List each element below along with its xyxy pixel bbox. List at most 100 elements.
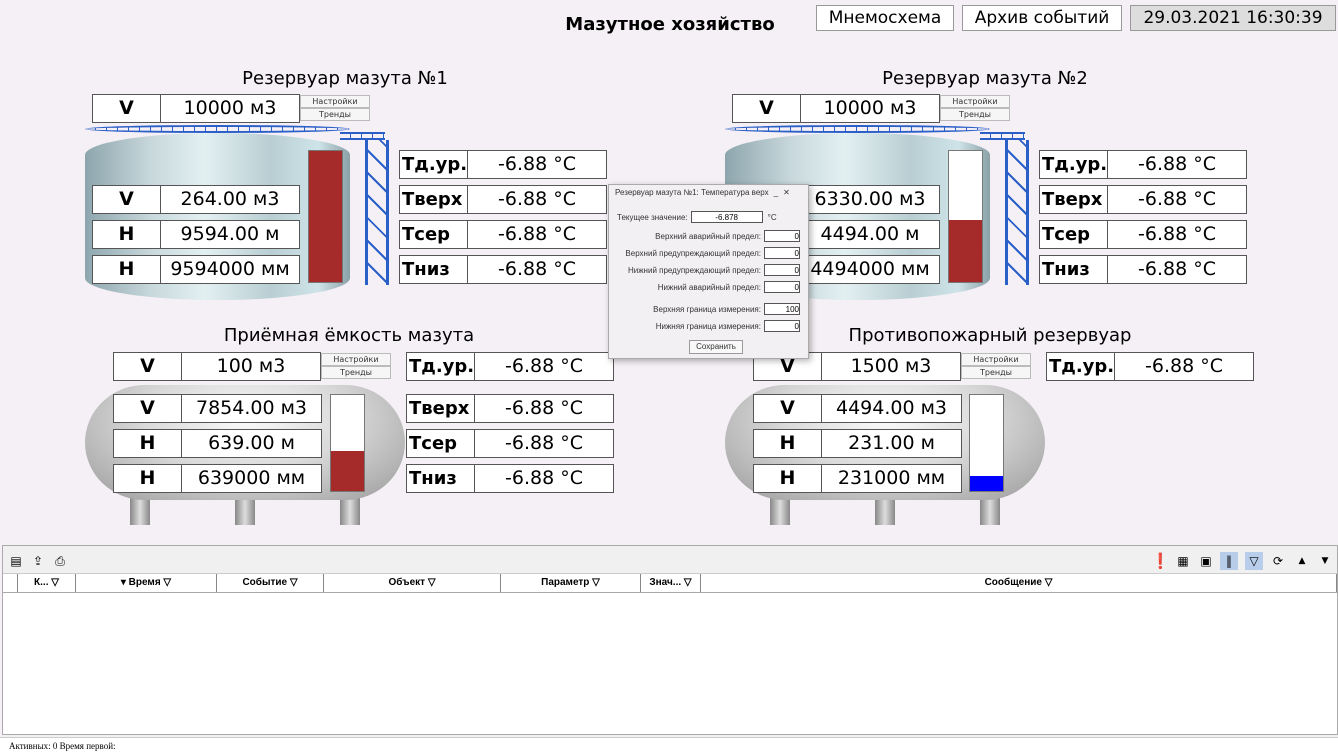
temperature-row: Тверх -6.88 °C	[1039, 185, 1247, 214]
dialog-title: Резервуар мазута №1: Температура верх	[615, 188, 769, 197]
measure-row: H 231.00 м	[753, 429, 962, 458]
row-label: Тверх	[400, 186, 468, 213]
row-label: V	[114, 395, 182, 422]
trends-button[interactable]: Тренды	[300, 108, 370, 121]
measure-row: H 231000 мм	[753, 464, 962, 493]
row-label: Тд.ур.	[407, 353, 475, 380]
dialog-header: Резервуар мазута №1: Температура верх _ …	[609, 185, 808, 201]
row-label: V	[733, 95, 801, 122]
row-label: H	[754, 465, 822, 492]
row-label: V	[93, 186, 161, 213]
status-bar: Активных: 0 Время первой:	[0, 737, 1338, 753]
row-value: 9594.00 м	[180, 223, 280, 245]
row-label: H	[114, 430, 182, 457]
row-label: Тниз	[407, 465, 475, 492]
column-header[interactable]: Объект ▽	[324, 574, 501, 592]
row-label: Тверх	[1040, 186, 1108, 213]
row-value: -6.88 °C	[505, 432, 583, 454]
stair-ladder	[365, 140, 389, 285]
walkway	[340, 132, 385, 140]
row-value: 4494.00 м	[820, 223, 920, 245]
row-label: V	[754, 353, 822, 380]
row-label: Тсер	[400, 221, 468, 248]
row-label: Тниз	[400, 256, 468, 283]
limit-input[interactable]	[764, 230, 800, 242]
parameter-dialog: Резервуар мазута №1: Температура верх _ …	[608, 184, 809, 359]
limit-field-row: Верхняя граница измерения:	[653, 303, 800, 315]
row-value: 7854.00 м3	[195, 397, 308, 419]
limit-field-row: Нижний аварийный предел:	[658, 281, 800, 293]
column-header[interactable]: Событие ▽	[217, 574, 324, 592]
row-value: 4494000 мм	[810, 258, 930, 280]
walkway	[980, 132, 1025, 140]
limit-label: Верхний аварийный предел:	[655, 231, 761, 241]
temperature-row: Тверх -6.88 °C	[399, 185, 607, 214]
column-header[interactable]: К... ▽	[18, 574, 76, 592]
column-header[interactable]: ▾ Время ▽	[76, 574, 217, 592]
level-fill	[309, 151, 342, 282]
note-icon[interactable]: ▣	[1200, 554, 1212, 568]
row-label: Тд.ур.	[400, 151, 468, 178]
up-icon[interactable]: ▲	[1298, 556, 1306, 566]
filter-icon[interactable]: ▽	[1245, 552, 1263, 570]
list-icon[interactable]: ▤	[10, 554, 22, 568]
trends-button[interactable]: Тренды	[961, 366, 1031, 379]
tank-railing	[725, 125, 990, 133]
row-value: -6.88 °C	[498, 258, 576, 280]
column-header[interactable]: Сообщение ▽	[701, 574, 1337, 592]
limit-input[interactable]	[764, 320, 800, 332]
level-indicator	[948, 150, 983, 283]
settings-button[interactable]: Настройки	[940, 95, 1010, 108]
column-header[interactable]: Знач... ▽	[641, 574, 701, 592]
limit-field-row: Нижний предупреждающий предел:	[628, 264, 800, 276]
row-value: 639000 мм	[197, 467, 306, 489]
settings-button[interactable]: Настройки	[321, 353, 391, 366]
measure-row: V 264.00 м3	[92, 185, 300, 214]
current-label: Текущее значение:	[617, 212, 688, 222]
limit-label: Нижний аварийный предел:	[657, 282, 761, 292]
row-label: Тд.ур.	[1040, 151, 1108, 178]
calendar-icon[interactable]: ▦	[1177, 554, 1189, 568]
mnemo-button[interactable]: Мнемосхема	[816, 5, 954, 31]
limit-input[interactable]	[764, 247, 800, 259]
tank-title: Резервуар мазута №1	[242, 68, 448, 89]
limit-input[interactable]	[764, 264, 800, 276]
limit-label: Верхний предупреждающий предел:	[625, 248, 761, 258]
temperature-row: Тниз -6.88 °C	[1039, 255, 1247, 284]
columns-icon[interactable]: ‖	[1220, 552, 1238, 570]
row-value: 1500 м3	[850, 355, 932, 377]
trends-button[interactable]: Тренды	[940, 108, 1010, 121]
row-value: 231000 мм	[837, 467, 946, 489]
save-button[interactable]: Сохранить	[689, 340, 743, 354]
minimize-icon[interactable]: _	[773, 188, 779, 197]
column-header[interactable]: Параметр ▽	[501, 574, 641, 592]
trends-button[interactable]: Тренды	[321, 366, 391, 379]
current-value-field[interactable]	[690, 211, 763, 223]
level-indicator	[330, 394, 365, 492]
limit-field-row: Верхний аварийный предел:	[655, 230, 800, 242]
measure-row: H 639000 мм	[113, 464, 322, 493]
archive-button[interactable]: Архив событий	[962, 5, 1122, 31]
unit-label: °C	[767, 212, 777, 222]
settings-button[interactable]: Настройки	[300, 95, 370, 108]
limit-input[interactable]	[764, 303, 800, 315]
stair-ladder	[1005, 140, 1029, 285]
level-indicator	[969, 394, 1004, 492]
temperature-row: Тд.ур. -6.88 °C	[1046, 352, 1254, 381]
close-icon[interactable]: ✕	[783, 188, 790, 197]
export-icon[interactable]: ⇪	[32, 554, 44, 568]
alert-icon[interactable]: ❗	[1151, 552, 1170, 570]
row-label: H	[93, 221, 161, 248]
limit-input[interactable]	[764, 281, 800, 293]
level-indicator	[308, 150, 343, 283]
refresh-icon[interactable]: ⟳	[1272, 554, 1284, 568]
temperature-row: Тсер -6.88 °C	[406, 429, 614, 458]
row-label: H	[93, 256, 161, 283]
down-icon[interactable]: ▼	[1321, 556, 1329, 566]
row-label: Тниз	[1040, 256, 1108, 283]
print-icon[interactable]: ⎙	[55, 554, 65, 568]
temperature-row: Тниз -6.88 °C	[399, 255, 607, 284]
row-value: -6.88 °C	[1138, 153, 1216, 175]
settings-button[interactable]: Настройки	[961, 353, 1031, 366]
row-label: Тд.ур.	[1047, 353, 1115, 380]
